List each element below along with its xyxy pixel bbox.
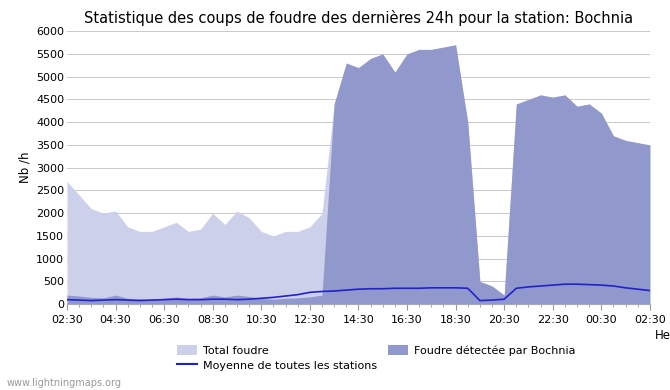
Legend: Total foudre, Moyenne de toutes les stations, Foudre détectée par Bochnia: Total foudre, Moyenne de toutes les stat… [178,345,576,370]
Y-axis label: Nb /h: Nb /h [19,152,32,183]
Text: www.lightningmaps.org: www.lightningmaps.org [7,378,122,388]
Text: Heure: Heure [655,329,670,342]
Title: Statistique des coups de foudre des dernières 24h pour la station: Bochnia: Statistique des coups de foudre des dern… [84,10,633,26]
